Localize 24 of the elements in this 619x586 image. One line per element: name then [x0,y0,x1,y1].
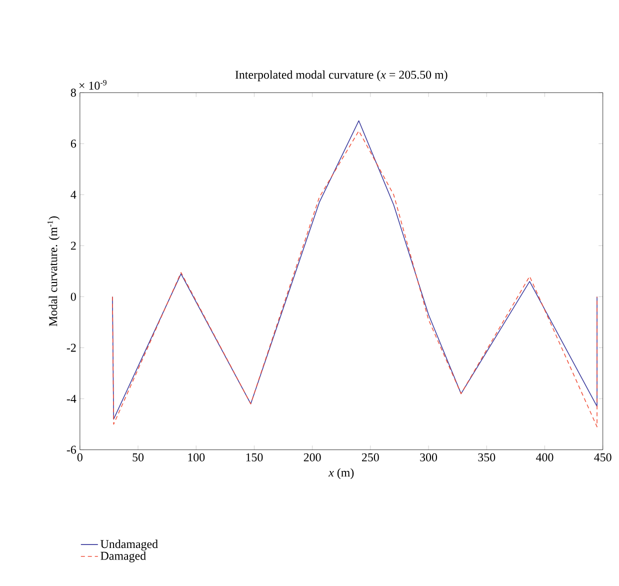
y-tick-label: 8 [70,88,76,97]
x-axis-title: x (m) [328,468,354,480]
chart-title: Interpolated modal curvature (x = 205.50 m) [235,70,448,82]
y-tick-label: -2 [66,344,76,352]
x-tick-label: 50 [132,453,144,462]
x-tick-label: 300 [420,453,438,462]
y-tick-label: -6 [66,446,76,454]
x-tick-label: 450 [594,453,612,462]
x-tick-label: 350 [478,453,496,462]
legend-label: Damaged [100,552,146,562]
x-tick-label: 400 [536,453,554,462]
x-tick-label: 200 [304,453,321,462]
x-tick-label: 150 [246,453,263,462]
text: × 10$^{-9}$ [79,80,106,90]
y-tick-label: -4 [66,394,76,403]
x-tick-label: 0 [77,453,82,462]
x-tick-label: 100 [188,453,205,462]
y-axis-title: Modal curvature. (m$^{-1}$) [47,216,60,326]
y-tick-label: 6 [70,140,76,148]
legend-label: Undamaged [100,540,158,551]
y-tick-label: 2 [70,242,76,250]
x-tick-label: 250 [362,453,379,462]
y-tick-label: 4 [70,190,76,199]
y-tick-label: 0 [70,292,76,301]
